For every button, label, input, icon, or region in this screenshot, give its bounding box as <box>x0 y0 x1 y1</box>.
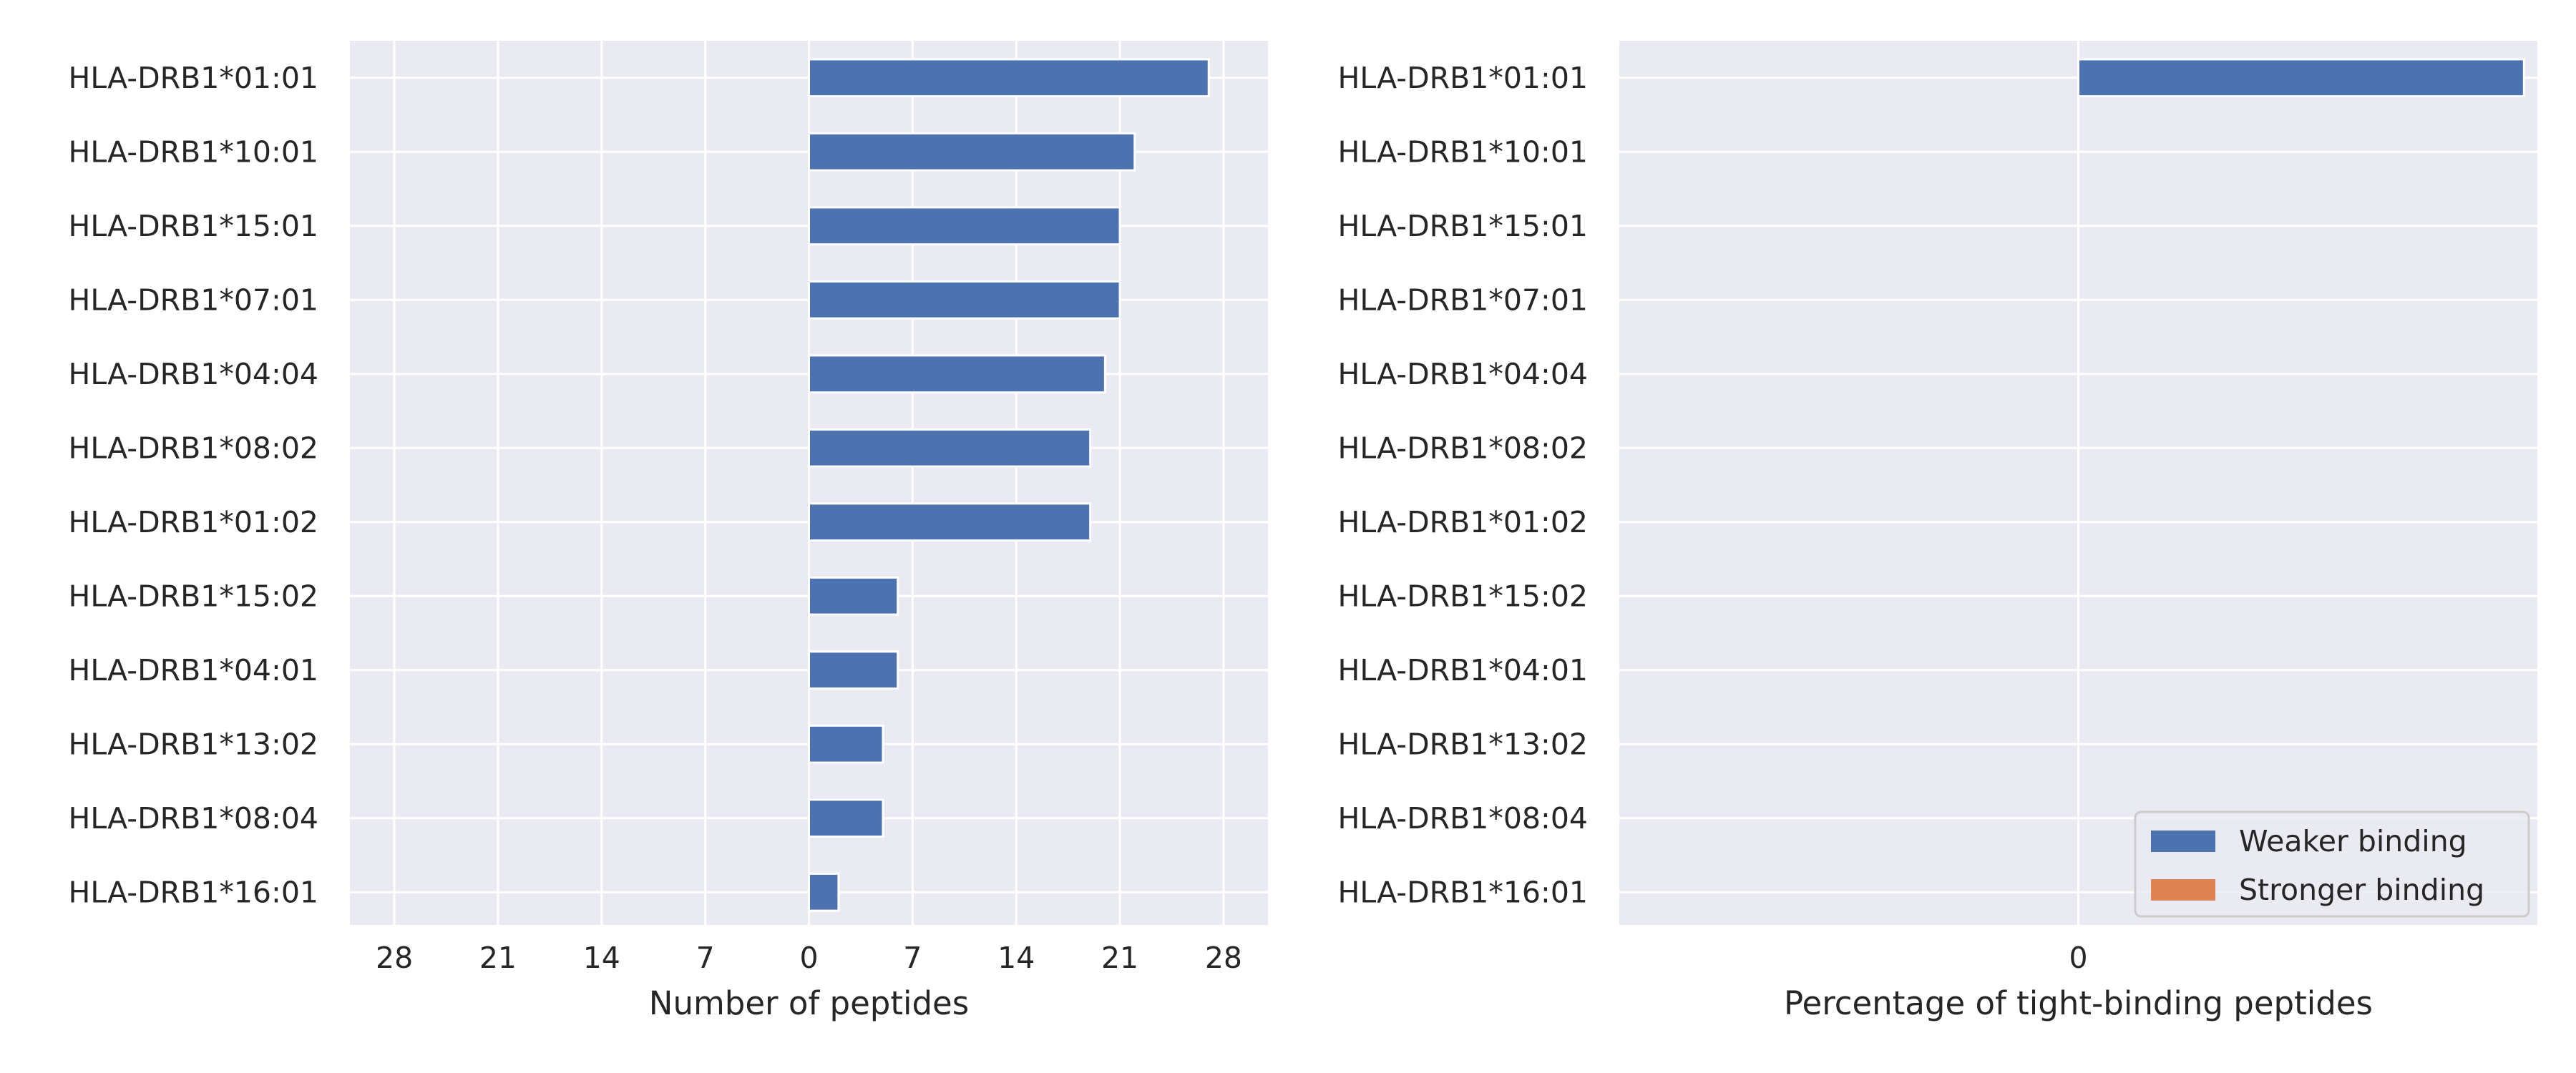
bar <box>808 724 884 764</box>
y-tick-label: HLA-DRB1*01:02 <box>1338 505 1588 539</box>
x-tick-label: 28 <box>1205 941 1242 975</box>
x-tick-label: 0 <box>799 941 818 975</box>
x-tick-label: 21 <box>479 941 517 975</box>
x-axis-title: Number of peptides <box>649 984 969 1022</box>
y-tick-label: HLA-DRB1*16:01 <box>69 875 318 909</box>
y-tick-label: HLA-DRB1*04:04 <box>69 357 318 391</box>
y-tick-label: HLA-DRB1*15:02 <box>1338 579 1588 613</box>
y-tick-label: HLA-DRB1*08:02 <box>1338 431 1588 465</box>
x-tick-label: 28 <box>376 941 413 975</box>
bar <box>808 206 1121 246</box>
y-tick-label: HLA-DRB1*01:01 <box>1338 61 1588 95</box>
bar <box>808 650 899 690</box>
left-chart-panel: HLA-DRB1*01:01 HLA-DRB1*10:01 HLA-DRB1*15:… <box>69 41 1268 1022</box>
y-tick-label: HLA-DRB1*04:01 <box>1338 653 1588 687</box>
y-tick-label: HLA-DRB1*07:01 <box>1338 283 1588 317</box>
y-tick-label: HLA-DRB1*15:01 <box>69 209 318 243</box>
bar <box>808 354 1106 394</box>
legend-swatch <box>2151 831 2215 852</box>
legend-box <box>2134 810 2530 918</box>
y-tick-label: HLA-DRB1*13:02 <box>1338 727 1588 761</box>
y-tick-label: HLA-DRB1*07:01 <box>69 283 318 317</box>
y-tick-label: HLA-DRB1*01:01 <box>69 61 318 95</box>
y-tick-label: HLA-DRB1*04:04 <box>1338 357 1588 391</box>
bar <box>808 872 840 912</box>
legend: Weaker binding Stronger binding <box>2134 810 2530 918</box>
legend-swatch <box>2151 879 2215 901</box>
bar <box>808 502 1092 542</box>
y-tick-label: HLA-DRB1*15:01 <box>1338 209 1588 243</box>
bar <box>808 58 1210 98</box>
y-tick-label: HLA-DRB1*08:02 <box>69 431 318 465</box>
y-tick-label: HLA-DRB1*16:01 <box>1338 875 1588 909</box>
legend-label: Stronger binding <box>2239 873 2484 907</box>
bar <box>808 280 1121 320</box>
x-tick-label: 0 <box>2069 941 2087 975</box>
y-tick-label: HLA-DRB1*01:02 <box>69 505 318 539</box>
x-axis-title: Percentage of tight-binding peptides <box>1784 984 2373 1022</box>
y-tick-label: HLA-DRB1*08:04 <box>1338 801 1588 836</box>
y-tick-label: HLA-DRB1*08:04 <box>69 801 318 836</box>
x-tick-label: 21 <box>1101 941 1138 975</box>
y-tick-label: HLA-DRB1*04:01 <box>69 653 318 687</box>
y-tick-label: HLA-DRB1*10:01 <box>69 134 318 169</box>
bar <box>808 132 1136 172</box>
bar <box>808 798 884 838</box>
legend-label: Weaker binding <box>2239 824 2467 858</box>
x-tick-label: 7 <box>696 941 715 975</box>
bar <box>808 576 899 616</box>
y-tick-label: HLA-DRB1*13:02 <box>69 727 318 761</box>
x-tick-label: 7 <box>903 941 922 975</box>
x-tick-label: 14 <box>997 941 1035 975</box>
bar <box>2077 58 2525 98</box>
bar <box>808 428 1092 468</box>
y-tick-label: HLA-DRB1*10:01 <box>1338 134 1588 169</box>
y-tick-label: HLA-DRB1*15:02 <box>69 579 318 613</box>
right-chart-panel: HLA-DRB1*01:01 HLA-DRB1*10:01 HLA-DRB1*15:… <box>1338 41 2537 1022</box>
x-tick-label: 14 <box>583 941 620 975</box>
